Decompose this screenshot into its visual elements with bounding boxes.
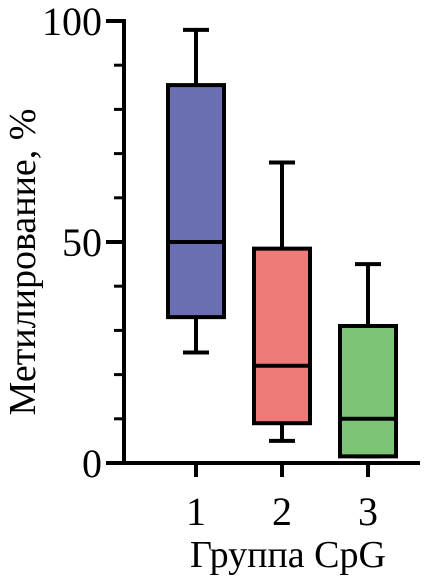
box-group-1 <box>166 27 226 355</box>
box-group-2 <box>252 160 312 443</box>
box-group-3 <box>338 262 398 459</box>
iqr-box <box>252 246 312 426</box>
x-tick-label: 2 <box>272 489 292 534</box>
box-series <box>166 27 398 459</box>
axes: 0 50 100 1 2 3 <box>42 0 420 534</box>
y-tick-label: 100 <box>42 0 102 44</box>
iqr-box <box>166 83 226 320</box>
iqr-box <box>338 323 398 459</box>
x-tick-label: 3 <box>358 489 378 534</box>
y-tick-label: 50 <box>62 220 102 265</box>
x-tick-label: 1 <box>186 489 206 534</box>
x-axis-title: Группа CpG <box>190 534 386 576</box>
y-axis-title: Метилирование, % <box>2 109 44 416</box>
y-tick-label: 0 <box>82 441 102 486</box>
